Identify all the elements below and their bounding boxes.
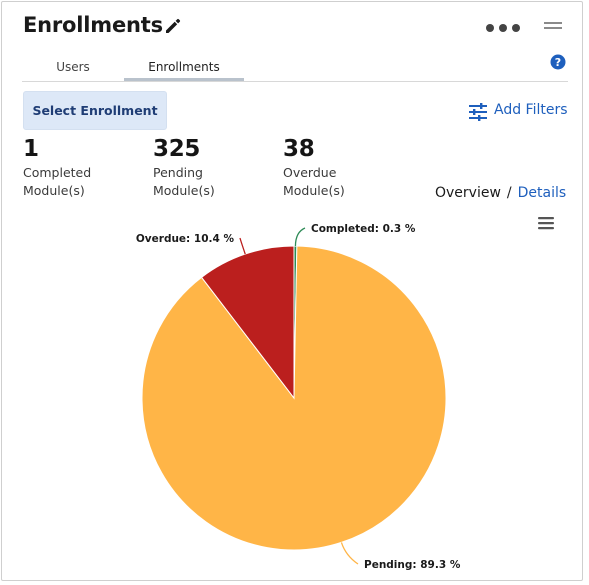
stat-completed-label-line2: Module(s) <box>23 183 85 198</box>
stat-overdue-label-line1: Overdue <box>283 165 337 180</box>
widget-title: Enrollments <box>23 13 163 37</box>
pie-label-overdue: Overdue: 10.4 % <box>136 233 235 245</box>
stat-pending-label-line1: Pending <box>153 165 203 180</box>
stat-completed: 1 Completed Module(s) <box>23 136 91 200</box>
pie-connector-pending <box>340 542 359 565</box>
stat-pending-label-line2: Module(s) <box>153 183 215 198</box>
filter-sliders-icon <box>469 103 487 121</box>
stat-completed-label-line1: Completed <box>23 165 92 180</box>
tab-enrollments[interactable]: Enrollments <box>124 58 244 81</box>
collapse-icon[interactable] <box>544 21 562 31</box>
help-icon[interactable]: ? <box>550 54 566 70</box>
stat-overdue-label: Overdue Module(s) <box>283 164 345 200</box>
pencil-icon[interactable] <box>164 17 182 35</box>
tab-users[interactable]: Users <box>56 60 90 74</box>
stat-completed-value: 1 <box>23 136 39 162</box>
enrollments-widget: Enrollments Users Enrollments ? Select E… <box>1 1 583 581</box>
pie-chart: Completed: 0.3 % Pending: 89.3 % Overdue: … <box>136 223 461 571</box>
pie-connector-completed <box>294 227 306 247</box>
stat-completed-label: Completed Module(s) <box>23 164 91 200</box>
stat-pending: 325 Pending Module(s) <box>153 136 215 200</box>
pie-connector-overdue <box>239 237 246 255</box>
view-switch: Overview / Details <box>435 185 566 201</box>
view-separator: / <box>506 185 512 201</box>
tab-bar: Users Enrollments <box>22 58 568 82</box>
overview-link[interactable]: Overview <box>435 185 501 201</box>
more-horizontal-icon[interactable] <box>484 22 522 34</box>
pie-label-completed: Completed: 0.3 % <box>311 223 416 235</box>
details-link[interactable]: Details <box>517 185 567 201</box>
stat-overdue-value: 38 <box>283 136 315 162</box>
add-filters-label: Add Filters <box>494 102 568 118</box>
select-enrollment-button[interactable]: Select Enrollment <box>23 91 167 130</box>
stat-overdue: 38 Overdue Module(s) <box>283 136 345 200</box>
stat-overdue-label-line2: Module(s) <box>283 183 345 198</box>
stat-pending-label: Pending Module(s) <box>153 164 215 200</box>
stat-pending-value: 325 <box>153 136 201 162</box>
pie-label-pending: Pending: 89.3 % <box>364 559 461 571</box>
svg-text:?: ? <box>555 56 561 69</box>
hamburger-menu-icon[interactable] <box>538 216 554 230</box>
